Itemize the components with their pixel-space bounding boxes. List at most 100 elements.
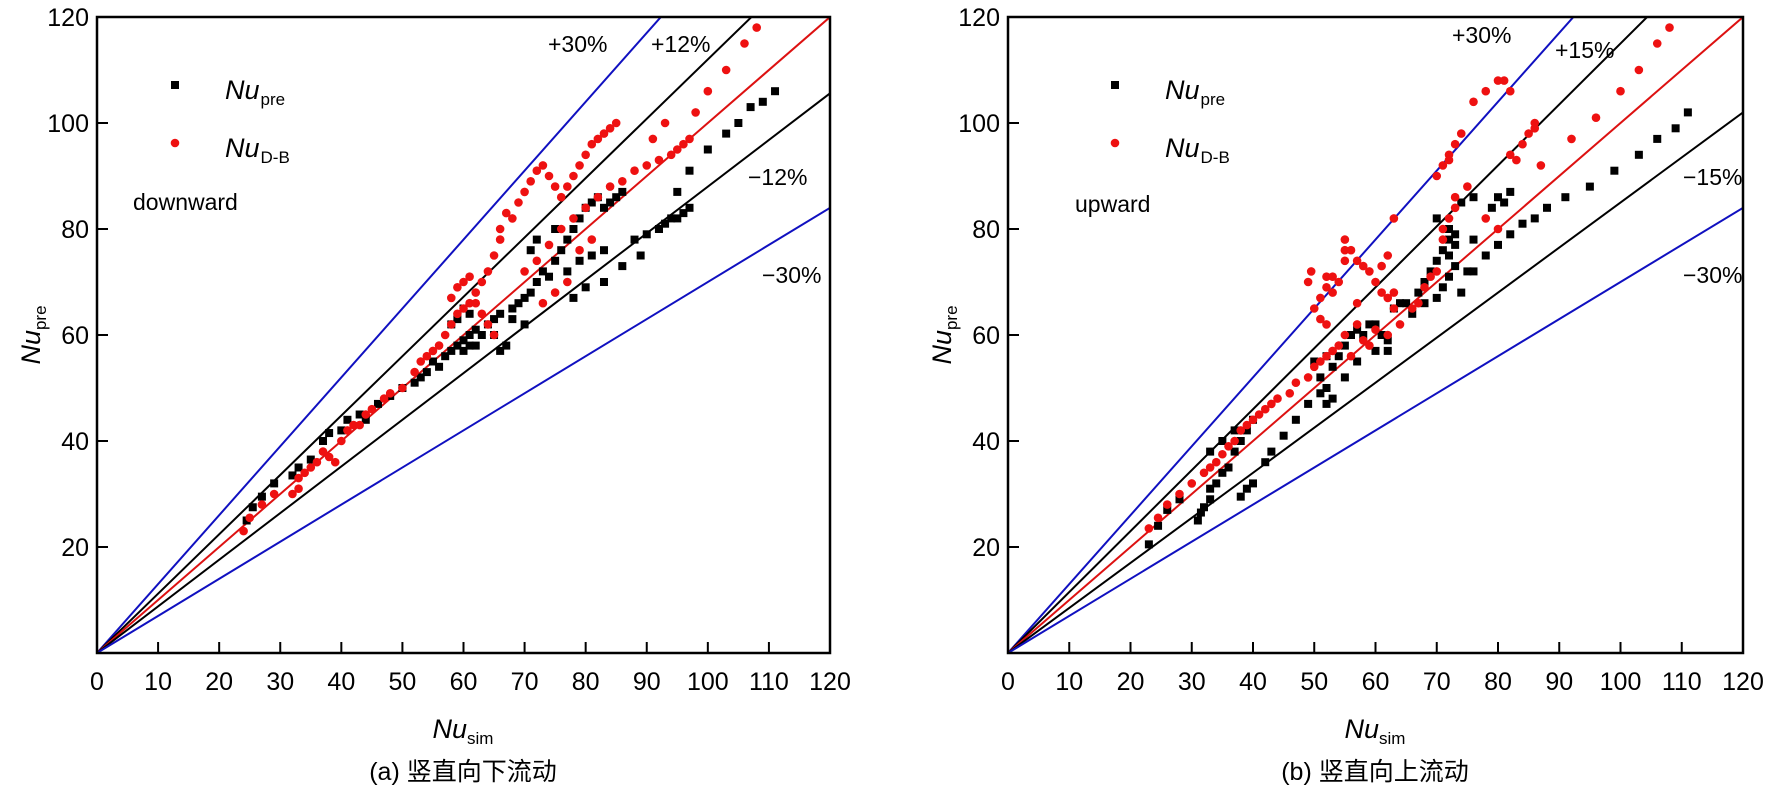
point-nu-pre: [1242, 426, 1251, 435]
point-nu-pre: [545, 272, 554, 281]
point-nu-pre: [248, 503, 257, 512]
point-nu-db: [1444, 155, 1454, 165]
x-tick-label: 100: [1600, 668, 1642, 696]
y-axis-title: Nupre: [16, 305, 50, 364]
point-nu-pre: [599, 246, 608, 255]
point-nu-db: [495, 235, 505, 244]
reference-line-plus-15-1: [1008, 17, 1649, 653]
point-nu-db: [526, 177, 535, 186]
point-nu-db: [349, 420, 358, 430]
point-nu-db: [453, 309, 462, 319]
point-nu-pre: [1279, 431, 1288, 440]
point-nu-pre: [453, 315, 462, 324]
point-nu-db: [361, 410, 371, 419]
point-nu-pre: [416, 373, 425, 382]
x-tick-label: 60: [1362, 668, 1390, 696]
point-nu-db: [294, 484, 303, 494]
point-nu-pre: [508, 315, 517, 324]
legend-label-sub: pre: [1201, 90, 1226, 109]
point-nu-pre: [746, 103, 755, 112]
point-nu-db: [1665, 23, 1674, 32]
point-nu-db: [1481, 86, 1491, 96]
point-nu-pre: [1561, 193, 1570, 202]
y-tick-label: 100: [47, 110, 89, 138]
point-nu-db: [514, 198, 523, 207]
point-nu-pre: [1451, 240, 1460, 249]
point-nu-db: [257, 500, 267, 509]
point-nu-db: [1340, 235, 1350, 244]
x-tick-label: 30: [1178, 668, 1206, 696]
y-axis-title-main: Nu: [927, 330, 957, 365]
legend-label-main: Nu: [1165, 133, 1200, 163]
point-nu-db: [1493, 76, 1503, 85]
point-nu-pre: [1230, 426, 1239, 435]
point-nu-db: [1371, 325, 1380, 335]
point-nu-db: [1205, 463, 1215, 472]
point-nu-db: [294, 473, 303, 483]
point-nu-db: [1432, 171, 1442, 181]
x-tick-label: 40: [1239, 668, 1267, 696]
reference-line-label: −30%: [1683, 262, 1742, 288]
point-nu-db: [1346, 245, 1356, 255]
legend-label-sub: D-B: [1201, 148, 1230, 167]
reference-line-label: +30%: [1452, 22, 1511, 48]
point-nu-db: [501, 208, 511, 218]
x-tick-label: 70: [1423, 668, 1451, 696]
point-nu-db: [648, 134, 658, 144]
point-nu-db: [1616, 86, 1625, 96]
point-nu-db: [1346, 351, 1356, 361]
point-nu-pre: [612, 193, 621, 202]
point-nu-db: [324, 452, 334, 462]
point-nu-pre: [1371, 320, 1380, 329]
point-nu-db: [1328, 288, 1337, 297]
point-nu-db: [740, 39, 749, 48]
point-nu-pre: [1334, 352, 1343, 361]
point-nu-pre: [1353, 357, 1362, 366]
point-nu-pre: [1224, 463, 1233, 472]
point-nu-db: [1469, 97, 1478, 107]
point-nu-pre: [1457, 288, 1466, 297]
point-nu-pre: [532, 278, 541, 286]
flow-direction-label: downward: [133, 189, 238, 215]
point-nu-db: [752, 23, 761, 32]
point-nu-pre: [1200, 503, 1208, 512]
y-tick-label: 60: [61, 322, 89, 350]
x-tick-label: 70: [511, 668, 539, 696]
point-nu-db: [337, 436, 346, 446]
point-nu-pre: [1543, 203, 1551, 212]
point-nu-db: [550, 288, 560, 297]
point-nu-pre: [1402, 299, 1411, 308]
point-nu-db: [1340, 256, 1350, 266]
reference-lines: [97, 17, 830, 653]
x-axis-title-sub: sim: [1379, 729, 1405, 748]
point-nu-pre: [1432, 293, 1441, 302]
point-nu-pre: [422, 368, 431, 377]
point-nu-pre: [1218, 437, 1227, 445]
point-nu-db: [654, 155, 664, 165]
point-nu-pre: [306, 455, 315, 464]
point-nu-db: [477, 309, 487, 319]
point-nu-db: [459, 304, 468, 313]
point-nu-pre: [1322, 384, 1331, 392]
point-nu-db: [355, 420, 364, 430]
reference-line-30-4: [97, 206, 830, 653]
point-nu-pre: [1322, 399, 1331, 408]
point-nu-pre: [587, 198, 596, 207]
point-nu-pre: [618, 187, 627, 196]
point-nu-pre: [587, 251, 596, 260]
point-nu-db: [532, 256, 542, 266]
data-points: [1144, 23, 1692, 549]
point-nu-pre: [1445, 272, 1453, 281]
point-nu-db: [428, 346, 438, 356]
point-nu-pre: [1438, 283, 1447, 292]
point-nu-db: [1652, 39, 1662, 48]
point-nu-pre: [1506, 187, 1515, 196]
y-axis-title: Nupre: [927, 305, 961, 364]
point-nu-pre: [355, 410, 364, 419]
point-nu-pre: [654, 225, 663, 233]
point-nu-db: [1285, 389, 1295, 398]
point-nu-db: [1383, 251, 1393, 260]
point-nu-db: [1153, 513, 1163, 523]
point-nu-db: [1358, 261, 1368, 271]
point-nu-pre: [667, 214, 676, 223]
